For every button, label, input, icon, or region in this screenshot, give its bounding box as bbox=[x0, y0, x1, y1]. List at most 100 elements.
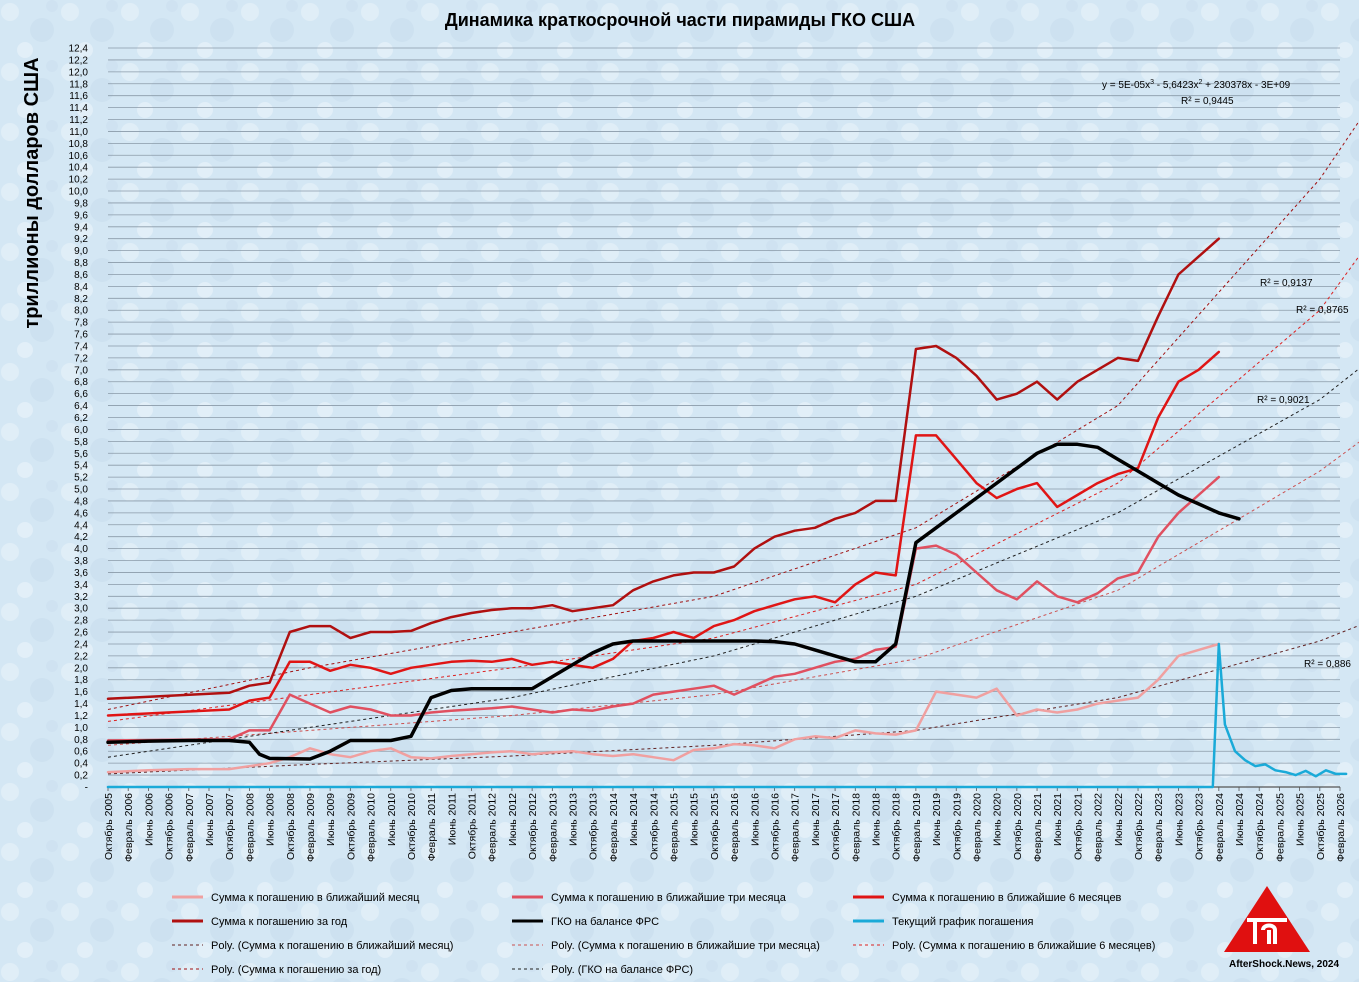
y-tick-label: 3,4 bbox=[74, 580, 88, 591]
y-tick-label: 1,6 bbox=[74, 687, 88, 698]
legend-item: Сумма к погашению в ближайший месяц bbox=[172, 892, 420, 904]
x-tick-label: Июнь 2015 bbox=[689, 793, 701, 846]
y-tick-label: 8,8 bbox=[74, 258, 88, 269]
y-tick-label: 5,8 bbox=[74, 437, 88, 448]
series-line bbox=[106, 475, 1221, 742]
y-tick-label: 12,0 bbox=[69, 67, 89, 78]
legend-label: Poly. (Сумма к погашению в ближайшие три… bbox=[551, 940, 820, 952]
x-tick-label: Октябрь 2019 bbox=[951, 793, 963, 860]
x-tick-label: Июнь 2019 bbox=[931, 793, 943, 846]
r2-label-fed: R² = 0,9021 bbox=[1257, 395, 1310, 406]
series-line bbox=[106, 350, 1221, 717]
x-tick-label: Февраль 2011 bbox=[426, 793, 438, 861]
y-tick-label: 1,2 bbox=[74, 711, 88, 722]
x-tick-label: Июнь 2009 bbox=[325, 793, 337, 846]
legend-item: Poly. (Сумма к погашению в ближайший мес… bbox=[172, 940, 453, 952]
x-tick-label: Июнь 2013 bbox=[568, 793, 580, 846]
x-tick-label: Февраль 2012 bbox=[487, 793, 499, 862]
y-tick-label: 0,4 bbox=[74, 759, 88, 770]
x-tick-label: Февраль 2025 bbox=[1274, 793, 1286, 862]
x-tick-label: Июнь 2014 bbox=[628, 793, 640, 846]
x-tick-label: Февраль 2021 bbox=[1032, 793, 1044, 862]
x-tick-label: Июнь 2017 bbox=[810, 793, 822, 846]
y-tick-label: 5,4 bbox=[74, 461, 88, 472]
legend: Сумма к погашению в ближайший месяц Сумма… bbox=[172, 892, 1155, 976]
y-tick-label: 1,0 bbox=[74, 723, 88, 734]
y-tick-label: 12,4 bbox=[69, 44, 89, 55]
legend-label: Poly. (ГКО на балансе ФРС) bbox=[551, 964, 693, 976]
x-tick-label: Октябрь 2014 bbox=[648, 793, 660, 860]
legend-item: Poly. (Сумма к погашению в ближайшие три… bbox=[512, 940, 820, 952]
legend-label: Poly. (Сумма к погашению в ближайший мес… bbox=[211, 940, 453, 952]
y-tick-label: 11,8 bbox=[69, 79, 88, 90]
x-tick-label: Октябрь 2020 bbox=[1012, 793, 1024, 860]
x-tick-label: Февраль 2018 bbox=[850, 793, 862, 862]
y-tick-label: 9,6 bbox=[74, 210, 88, 221]
legend-item: ГКО на балансе ФРС bbox=[512, 916, 659, 928]
y-tick-label: 7,2 bbox=[74, 353, 88, 364]
trend-annotations: y = 5E-05x3 - 5,6423x2 + 230378x - 3E+09… bbox=[1102, 79, 1351, 670]
x-tick-label: Февраль 2010 bbox=[366, 793, 378, 862]
y-tick-label: 9,2 bbox=[74, 234, 88, 245]
y-axis-ticks: -0,20,40,60,81,01,21,41,61,82,02,22,42,6… bbox=[69, 44, 89, 794]
legend-label: Poly. (Сумма к погашению в ближайшие 6 м… bbox=[892, 940, 1155, 952]
y-tick-label: 7,6 bbox=[74, 330, 88, 341]
x-tick-label: Октябрь 2007 bbox=[224, 793, 236, 860]
legend-item: Сумма к погашению за год bbox=[172, 916, 348, 928]
x-tick-label: Февраль 2014 bbox=[608, 793, 620, 862]
y-tick-label: - bbox=[85, 783, 88, 794]
y-tick-label: 11,4 bbox=[69, 103, 88, 114]
legend-label: Сумма к погашению в ближайшие 6 месяцев bbox=[892, 892, 1122, 904]
x-tick-label: Февраль 2020 bbox=[971, 793, 983, 862]
y-tick-label: 9,4 bbox=[74, 222, 88, 233]
r2-label-3m: R² = 0,8765 bbox=[1296, 305, 1349, 316]
trendline bbox=[107, 255, 1359, 722]
y-tick-label: 6,0 bbox=[74, 425, 88, 436]
x-tick-label: Февраль 2009 bbox=[305, 793, 317, 862]
x-tick-label: Июнь 2006 bbox=[143, 793, 155, 846]
y-tick-label: 9,0 bbox=[74, 246, 88, 257]
x-tick-label: Февраль 2023 bbox=[1153, 793, 1165, 862]
legend-item: Poly. (Сумма к погашению за год) bbox=[172, 964, 381, 976]
y-tick-label: 2,8 bbox=[74, 616, 88, 627]
x-tick-label: Февраль 2017 bbox=[790, 793, 802, 862]
series-line bbox=[106, 642, 1348, 789]
x-tick-label: Февраль 2016 bbox=[729, 793, 741, 862]
r2-label-1m: R² = 0,886 bbox=[1304, 659, 1351, 670]
x-tick-label: Июнь 2023 bbox=[1173, 793, 1185, 846]
trendline bbox=[107, 625, 1359, 775]
y-tick-label: 10,6 bbox=[69, 151, 89, 162]
y-tick-label: 3,6 bbox=[74, 568, 88, 579]
y-tick-label: 11,2 bbox=[69, 115, 88, 126]
x-tick-label: Октябрь 2016 bbox=[769, 793, 781, 860]
y-tick-label: 10,4 bbox=[69, 163, 89, 174]
x-tick-label: Февраль 2026 bbox=[1335, 793, 1347, 862]
trendlines bbox=[107, 120, 1359, 775]
series-line bbox=[106, 237, 1221, 701]
x-tick-label: Февраль 2013 bbox=[547, 793, 559, 862]
y-tick-label: 4,0 bbox=[74, 544, 88, 555]
y-tick-label: 7,0 bbox=[74, 365, 88, 376]
y-tick-label: 0,2 bbox=[74, 771, 88, 782]
y-tick-label: 5,2 bbox=[74, 473, 88, 484]
x-tick-label: Июнь 2020 bbox=[992, 793, 1004, 846]
logo: AfterShock.News, 2024 bbox=[1224, 886, 1339, 970]
y-tick-label: 4,8 bbox=[74, 496, 88, 507]
x-tick-label: Июнь 2022 bbox=[1113, 793, 1125, 846]
y-tick-label: 4,2 bbox=[74, 532, 88, 543]
legend-label: Сумма к погашению за год bbox=[211, 916, 348, 928]
x-tick-label: Октябрь 2025 bbox=[1315, 793, 1327, 860]
y-tick-label: 8,6 bbox=[74, 270, 88, 281]
x-tick-label: Июнь 2016 bbox=[749, 793, 761, 846]
legend-item: Сумма к погашению в ближайшие три месяца bbox=[512, 892, 787, 904]
x-tick-label: Октябрь 2023 bbox=[1194, 793, 1206, 860]
y-tick-label: 10,0 bbox=[69, 187, 89, 198]
x-tick-label: Февраль 2008 bbox=[244, 793, 256, 862]
y-tick-label: 2,6 bbox=[74, 628, 88, 639]
y-tick-label: 1,4 bbox=[74, 699, 88, 710]
y-tick-label: 6,2 bbox=[74, 413, 88, 424]
x-tick-label: Июнь 2010 bbox=[386, 793, 398, 846]
y-tick-label: 3,8 bbox=[74, 556, 88, 567]
